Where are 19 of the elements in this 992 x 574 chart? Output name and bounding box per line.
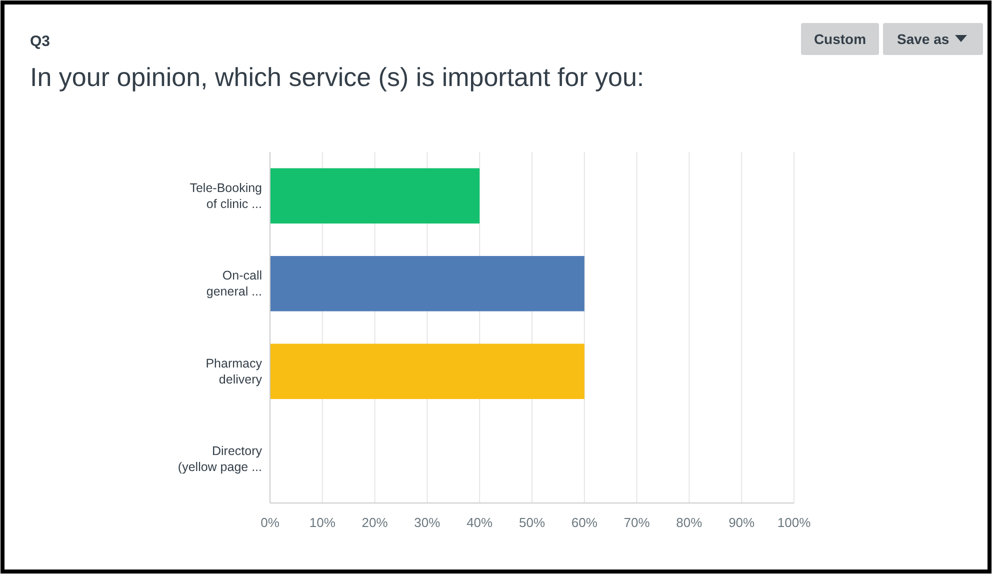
y-tick-label: On-call general ... bbox=[206, 268, 262, 299]
x-tick-label: 90% bbox=[728, 515, 756, 530]
x-tick-label: 50% bbox=[518, 515, 546, 530]
text: Save as bbox=[897, 31, 950, 47]
x-tick-label: 60% bbox=[571, 515, 598, 530]
chart-title: In your opinion, which service (s) is important for you: bbox=[30, 62, 644, 92]
x-tick-label: 100% bbox=[777, 515, 812, 530]
text: Q3 bbox=[30, 33, 50, 50]
x-tick-label: 0% bbox=[260, 515, 280, 530]
y-tick-label: Pharmacy delivery bbox=[206, 356, 263, 386]
x-tick-label: 20% bbox=[362, 515, 388, 530]
x-tick-label: 30% bbox=[414, 515, 441, 530]
y-tick-label: Directory (yellow page ... bbox=[178, 444, 263, 474]
x-tick-label: 10% bbox=[309, 515, 336, 530]
y-tick-label: Tele-Booking of clinic ... bbox=[190, 180, 262, 211]
text: Custom bbox=[814, 31, 866, 47]
x-tick-label: 80% bbox=[676, 515, 703, 530]
x-tick-label: 70% bbox=[624, 515, 650, 530]
x-tick-label: 40% bbox=[466, 515, 494, 530]
